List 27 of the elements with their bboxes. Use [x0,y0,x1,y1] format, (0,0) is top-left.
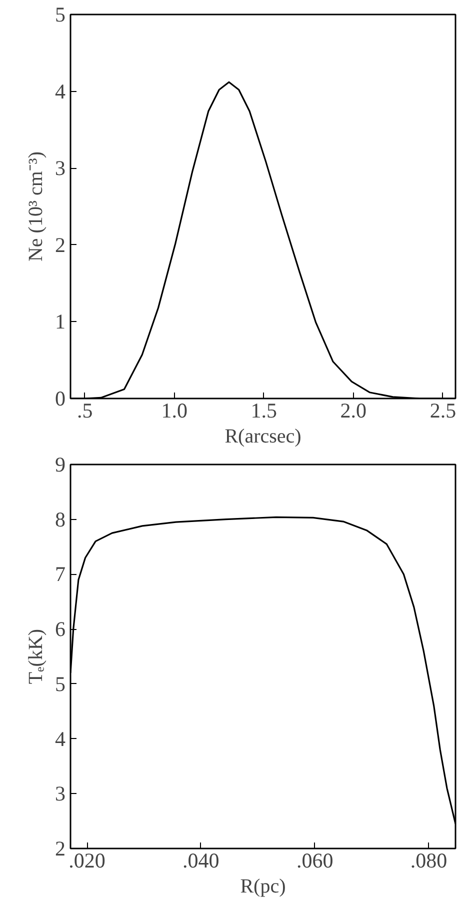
y-tick-label: 2 [55,232,66,257]
x-tick-label: .5 [76,398,93,422]
y-tick-label: 2 [55,836,66,860]
y-tick-label: 8 [55,507,66,532]
x-tick-label: 2.5 [430,398,456,422]
y-tick-label: 9 [55,452,66,476]
y-tick-label: 7 [55,562,66,586]
y-tick-label: 5 [55,2,66,26]
y-tick-label: 5 [55,672,66,696]
y-axis-title: Tₑ(kK) [25,628,47,684]
x-tick-label: 1.0 [161,398,188,422]
y-tick-label: 1 [55,310,66,334]
y-tick-label: 3 [55,156,66,180]
y-tick-label: 4 [55,79,66,104]
x-tick-label: .020 [68,848,106,872]
x-axis-title: R(arcsec) [224,426,302,448]
y-tick-label: 3 [55,782,66,806]
y-axis-title: Ne (10³ cm⁻³) [25,151,47,262]
x-tick-label: .040 [182,848,220,872]
x-axis-title: R(pc) [240,876,286,898]
y-tick-label: 0 [55,386,66,410]
y-tick-label: 4 [55,726,66,751]
x-tick-label: .080 [410,848,448,872]
x-tick-label: 1.5 [250,398,278,422]
x-tick-label: .060 [296,848,334,872]
y-tick-label: 6 [55,617,66,642]
x-tick-label: 2.0 [340,398,367,422]
